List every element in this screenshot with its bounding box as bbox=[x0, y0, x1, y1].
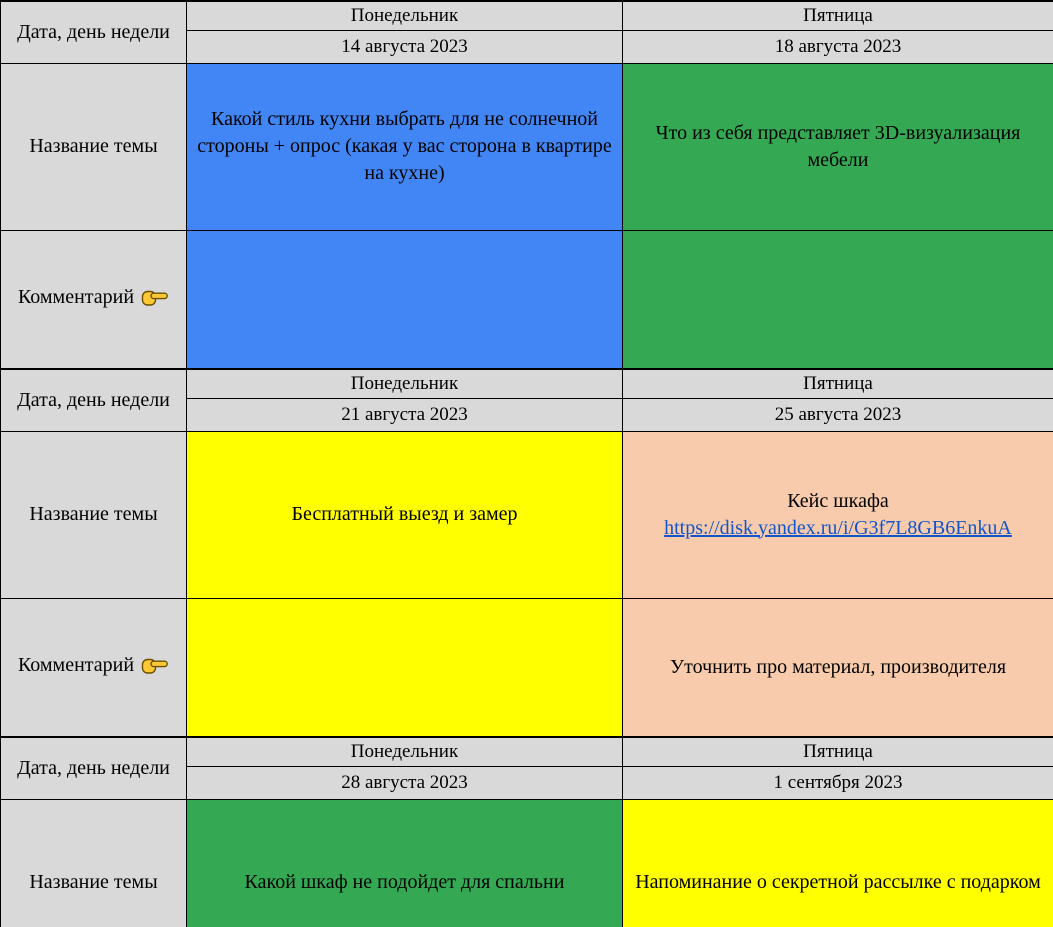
day-text: Пятница bbox=[803, 740, 873, 762]
row-label-text: Название темы bbox=[29, 135, 158, 157]
row-label-topic[interactable]: Название темы bbox=[0, 430, 187, 599]
topic-cell[interactable]: Напоминание о секретной рассылке с подар… bbox=[622, 798, 1053, 927]
date-text: 18 августа 2023 bbox=[774, 35, 902, 57]
date-text: 28 августа 2023 bbox=[341, 771, 468, 793]
row-label-date-day[interactable]: Дата, день недели bbox=[0, 368, 187, 432]
date-cell[interactable]: 18 августа 2023 bbox=[622, 29, 1053, 64]
topic-text: Какой шкаф не подойдет для спальни bbox=[244, 871, 565, 893]
day-text: Понедельник bbox=[350, 740, 459, 762]
comment-cell[interactable] bbox=[186, 597, 623, 738]
comment-text: Уточнить про материал, производителя bbox=[669, 655, 1007, 678]
day-cell-friday[interactable]: Пятница bbox=[622, 736, 1053, 767]
day-cell-friday[interactable]: Пятница bbox=[622, 368, 1053, 399]
row-label-text: Дата, день недели bbox=[17, 756, 170, 779]
day-cell-monday[interactable]: Понедельник bbox=[186, 0, 623, 31]
date-cell[interactable]: 1 сентября 2023 bbox=[622, 765, 1053, 800]
day-text: Пятница bbox=[803, 4, 873, 26]
day-cell-friday[interactable]: Пятница bbox=[622, 0, 1053, 31]
row-label-date-day[interactable]: Дата, день недели bbox=[0, 736, 187, 800]
date-cell[interactable]: 25 августа 2023 bbox=[622, 397, 1053, 432]
day-text: Понедельник bbox=[350, 372, 459, 394]
comment-cell[interactable] bbox=[622, 229, 1053, 370]
date-text: 14 августа 2023 bbox=[341, 35, 468, 57]
row-label-text: Название темы bbox=[29, 503, 158, 525]
date-cell[interactable]: 21 августа 2023 bbox=[186, 397, 623, 432]
topic-text: Что из себя представляет 3D-визуализация… bbox=[655, 121, 1021, 171]
row-label-date-day[interactable]: Дата, день недели bbox=[0, 0, 187, 64]
topic-cell[interactable]: Какой стиль кухни выбрать для не солнечн… bbox=[186, 62, 623, 231]
pointing-finger-icon bbox=[141, 655, 169, 681]
date-cell[interactable]: 14 августа 2023 bbox=[186, 29, 623, 64]
topic-cell[interactable]: Какой шкаф не подойдет для спальни bbox=[186, 798, 623, 927]
pointing-finger-icon bbox=[141, 287, 169, 313]
date-text: 1 сентября 2023 bbox=[773, 771, 903, 793]
topic-text: Бесплатный выезд и замер bbox=[291, 503, 518, 525]
topic-text: Кейс шкафа bbox=[787, 489, 889, 512]
day-text: Пятница bbox=[803, 372, 873, 394]
date-text: 21 августа 2023 bbox=[341, 403, 468, 425]
day-text: Понедельник bbox=[350, 4, 459, 26]
yandex-disk-link[interactable]: https://disk.yandex.ru/i/G3f7L8GB6EnkuA bbox=[664, 516, 1012, 539]
row-label-comment[interactable]: Комментарий bbox=[0, 229, 187, 370]
topic-cell[interactable]: Что из себя представляет 3D-визуализация… bbox=[622, 62, 1053, 231]
topic-text: Какой стиль кухни выбрать для не солнечн… bbox=[197, 108, 612, 184]
topic-cell[interactable]: Кейс шкафа https://disk.yandex.ru/i/G3f7… bbox=[622, 430, 1053, 599]
date-cell[interactable]: 28 августа 2023 bbox=[186, 765, 623, 800]
topic-cell[interactable]: Бесплатный выезд и замер bbox=[186, 430, 623, 599]
row-label-text: Дата, день недели bbox=[17, 20, 170, 43]
row-label-topic[interactable]: Название темы bbox=[0, 798, 187, 927]
date-text: 25 августа 2023 bbox=[774, 403, 902, 425]
topic-text: Напоминание о секретной рассылке с подар… bbox=[635, 871, 1041, 893]
row-label-text: Дата, день недели bbox=[17, 388, 170, 411]
day-cell-monday[interactable]: Понедельник bbox=[186, 368, 623, 399]
row-label-text: Комментарий bbox=[17, 653, 135, 676]
row-label-text: Комментарий bbox=[17, 285, 135, 308]
comment-cell[interactable] bbox=[186, 229, 623, 370]
day-cell-monday[interactable]: Понедельник bbox=[186, 736, 623, 767]
comment-cell[interactable]: Уточнить про материал, производителя bbox=[622, 597, 1053, 738]
row-label-topic[interactable]: Название темы bbox=[0, 62, 187, 231]
row-label-text: Название темы bbox=[29, 871, 158, 893]
row-label-comment[interactable]: Комментарий bbox=[0, 597, 187, 738]
